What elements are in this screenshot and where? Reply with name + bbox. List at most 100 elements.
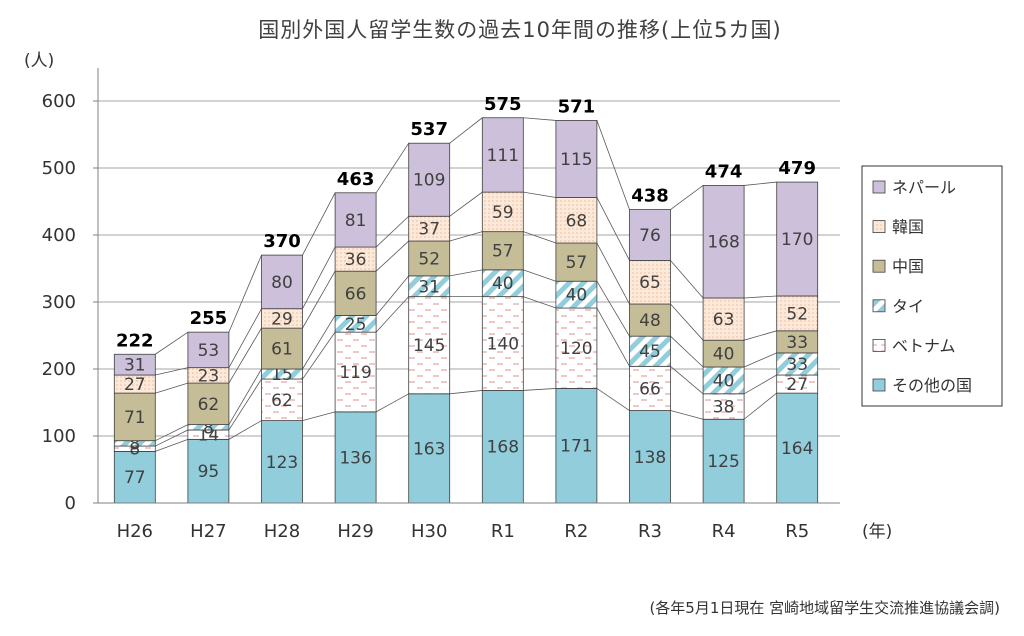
series-connector	[523, 296, 557, 309]
legend-label: ネパール	[892, 178, 956, 197]
legend-swatch	[872, 299, 886, 313]
data-label: 62	[271, 391, 293, 411]
series-connector	[743, 352, 777, 368]
data-label: 66	[639, 379, 661, 399]
y-tick-label: 300	[42, 292, 76, 313]
data-label: 61	[271, 340, 293, 360]
data-label: 81	[345, 211, 367, 231]
x-tick-label: H30	[411, 521, 447, 542]
data-label: 57	[492, 242, 514, 262]
data-label: 53	[198, 341, 220, 361]
data-label: 40	[713, 371, 735, 391]
source-note: (各年5月1日現在 宮崎地域留学生交流推進協議会調)	[649, 599, 1000, 617]
x-tick-label: R1	[491, 521, 515, 542]
bar-segment	[261, 378, 303, 421]
legend-frame	[861, 165, 1003, 407]
series-connector	[449, 191, 483, 217]
data-label: 27	[124, 375, 146, 395]
y-tick-label: 200	[42, 359, 76, 380]
series-connector	[302, 315, 336, 370]
series-connector	[596, 281, 630, 337]
series-connector	[302, 246, 336, 309]
bar-segment	[776, 392, 819, 504]
total-label: 537	[410, 119, 448, 140]
bar-segment	[408, 215, 451, 242]
data-label: 68	[566, 211, 588, 231]
data-label: 62	[198, 395, 220, 415]
data-label: 76	[639, 226, 661, 246]
series-connector	[155, 331, 189, 355]
bar-segment	[334, 192, 377, 248]
series-connector	[523, 388, 556, 391]
data-label: 115	[560, 150, 592, 170]
data-label: 168	[707, 233, 739, 253]
series-connector	[596, 388, 630, 411]
data-label: 37	[418, 220, 440, 240]
series-connector	[228, 378, 262, 431]
y-tick-label: 100	[42, 426, 76, 447]
bar-segment	[187, 438, 230, 504]
bar-segment	[481, 117, 524, 193]
total-label: 474	[705, 161, 743, 182]
y-axis-ticks: 0 100 200 300 400 500 600	[42, 91, 98, 514]
bar-segment	[702, 297, 745, 341]
series-connector	[670, 366, 704, 395]
bar-segment	[481, 390, 524, 504]
total-label: 479	[778, 158, 816, 179]
x-tick-label: H29	[337, 521, 373, 542]
data-label: 45	[639, 342, 661, 362]
bar-segment	[113, 353, 156, 376]
y-tick-label: 0	[65, 493, 76, 514]
bar-segment	[334, 246, 377, 272]
data-label: 33	[786, 355, 808, 375]
series-connector	[155, 429, 189, 447]
data-label: 14	[198, 426, 220, 446]
data-label: 65	[639, 273, 661, 293]
series-connector	[670, 185, 704, 210]
bar-segment	[408, 296, 451, 395]
series-connector	[670, 303, 704, 341]
bar-stack-H28: 123 62 15 61 29 80 370	[261, 231, 303, 504]
x-tick-label: H27	[190, 521, 226, 542]
legend-swatch	[872, 378, 886, 392]
legend-swatch	[872, 220, 886, 234]
data-label: 38	[713, 398, 735, 418]
data-label: 40	[492, 274, 514, 294]
series-connector	[523, 231, 557, 244]
series-connector	[155, 424, 189, 442]
bar-segment	[334, 411, 377, 504]
total-label: 222	[116, 330, 154, 351]
legend-swatch	[872, 180, 886, 194]
x-tick-label: R3	[638, 521, 662, 542]
series-connector	[596, 120, 630, 210]
data-label: 168	[487, 438, 519, 458]
series-connector	[375, 240, 409, 272]
data-label: 66	[345, 284, 367, 304]
data-label: 111	[487, 146, 519, 166]
data-label: 31	[418, 277, 440, 297]
legend-label: タイ	[892, 297, 924, 316]
data-label: 15	[271, 365, 293, 385]
bar-stack-R2: 171 120 40 57 68 115 571	[555, 96, 598, 504]
y-axis-unit: (人)	[24, 51, 54, 71]
data-label: 71	[124, 408, 146, 428]
bar-segment	[555, 388, 598, 504]
series-connector	[523, 191, 556, 198]
data-label: 25	[345, 315, 367, 335]
x-tick-label: H28	[264, 521, 300, 542]
data-label: 36	[345, 250, 367, 270]
bar-segment	[187, 331, 230, 369]
bar-stack-H27: 95 148 62 23 53 255	[187, 308, 230, 504]
bar-segment	[261, 254, 303, 310]
data-label: 59	[492, 203, 514, 223]
bar-segment	[702, 339, 745, 368]
data-label: 48	[639, 311, 661, 331]
series-connector	[670, 410, 704, 420]
total-label: 463	[337, 169, 375, 190]
x-tick-label: R4	[712, 521, 736, 542]
x-axis-unit: (年)	[862, 522, 892, 542]
series-connector	[155, 382, 189, 394]
data-label: 8	[129, 434, 140, 454]
series-connector	[449, 231, 483, 242]
